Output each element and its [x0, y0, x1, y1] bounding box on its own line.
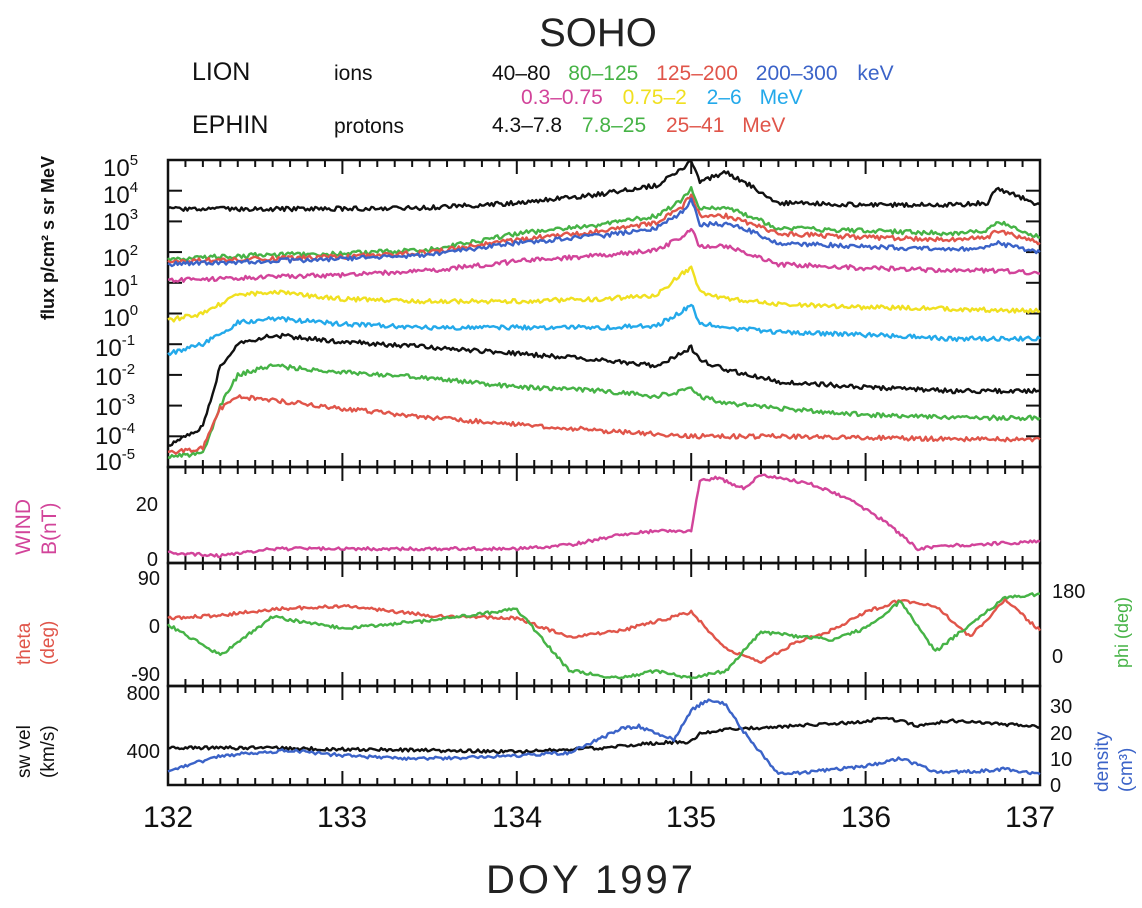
x-tick-label: 135 — [666, 801, 716, 834]
data-series — [167, 159, 1042, 776]
legend-entry-7.8-25: 7.8–25 — [582, 114, 646, 137]
theta-tick-label: 90 — [138, 568, 160, 590]
legend-unit-mev-lion: MeV — [760, 86, 803, 109]
legend-lion-kev: 40–80 80–125 125–200 200–300 keV — [492, 62, 894, 85]
legend-entry-4.3-7.8: 4.3–7.8 — [492, 114, 562, 137]
series-line — [167, 592, 1041, 680]
series-line — [167, 227, 1041, 283]
legend-entry-25-41: 25–41 — [666, 114, 724, 137]
theta-label: theta — [14, 622, 35, 665]
x-tick-label: 137 — [1005, 801, 1055, 834]
phi-y-tick-labels: 180 0 — [1052, 581, 1085, 668]
series-line — [167, 394, 1041, 455]
axis-ticks — [167, 159, 1041, 785]
flux-tick-label: 104 — [103, 179, 138, 209]
phi-tick-label: 0 — [1052, 646, 1063, 668]
wind-y-tick-labels: 20 0 — [136, 494, 158, 571]
legend-lion-kind: ions — [334, 62, 373, 85]
sw-vel-unit-label: (km/s) — [38, 725, 59, 778]
series-line — [167, 159, 1041, 213]
legend-entry-0.75-2: 0.75–2 — [623, 86, 687, 109]
theta-tick-label: -90 — [131, 664, 160, 686]
flux-y-tick-labels: 105 104 103 102 101 100 10-1 10-2 10-3 1… — [95, 152, 138, 476]
theta-tick-label: 0 — [149, 616, 160, 638]
flux-ylabel: flux p/cm² s sr MeV — [38, 156, 58, 320]
legend-ephin-kind: protons — [334, 115, 404, 138]
wind-b-label: B(nT) — [38, 503, 61, 556]
flux-tick-label: 10-3 — [95, 391, 135, 421]
legend-entry-80-125: 80–125 — [568, 62, 638, 85]
series-line — [167, 363, 1041, 459]
vel-y-tick-labels: 800 400 — [127, 683, 160, 763]
series-line — [167, 698, 1041, 776]
flux-tick-label: 100 — [103, 302, 138, 332]
x-tick-label: 134 — [492, 801, 542, 834]
density-tick-label: 0 — [1050, 775, 1061, 797]
density-tick-label: 10 — [1050, 749, 1072, 771]
flux-tick-label: 102 — [103, 242, 138, 272]
series-line — [167, 473, 1041, 559]
x-axis-label: DOY 1997 — [486, 858, 696, 902]
legend-entry-40-80: 40–80 — [492, 62, 550, 85]
flux-tick-label: 10-1 — [95, 332, 135, 362]
vel-tick-label: 800 — [127, 683, 160, 705]
x-tick-label: 136 — [841, 801, 891, 834]
series-line — [167, 597, 1042, 664]
density-tick-label: 20 — [1050, 723, 1072, 745]
x-tick-label: 132 — [143, 801, 193, 834]
phi-tick-label: 180 — [1052, 581, 1085, 603]
density-tick-label: 30 — [1050, 696, 1072, 718]
flux-tick-label: 10-2 — [95, 361, 135, 391]
legend-lion-label: LION — [192, 58, 250, 86]
theta-unit-label: (deg) — [38, 621, 59, 665]
legend-ephin-label: EPHIN — [192, 111, 268, 139]
x-tick-labels: 132 133 134 135 136 137 — [143, 801, 1055, 834]
angles-panel-frame — [166, 561, 1042, 688]
flux-tick-label: 103 — [103, 206, 138, 236]
theta-y-tick-labels: 90 0 -90 — [131, 568, 160, 686]
sw-vel-label: sw vel — [14, 725, 35, 778]
density-label: density — [1092, 731, 1113, 792]
series-line — [167, 197, 1041, 268]
phi-label: phi (deg) — [1112, 597, 1132, 668]
series-line — [167, 716, 1041, 755]
chart-title: SOHO — [539, 11, 657, 55]
legend: LION ions 40–80 80–125 125–200 200–300 k… — [192, 58, 894, 139]
flux-tick-label: 105 — [103, 152, 138, 182]
series-line — [167, 303, 1041, 357]
wind-tick-label: 0 — [147, 549, 158, 571]
series-line — [167, 185, 1041, 262]
density-y-tick-labels: 30 20 10 0 — [1050, 696, 1072, 797]
flux-tick-label: 101 — [103, 272, 138, 302]
legend-ephin: 4.3–7.8 7.8–25 25–41 MeV — [492, 114, 785, 137]
sw-panel-frame — [166, 684, 1042, 787]
legend-entry-125-200: 125–200 — [656, 62, 738, 85]
legend-entry-200-300: 200–300 — [756, 62, 838, 85]
wind-label: WIND — [12, 499, 35, 555]
series-line — [167, 332, 1041, 447]
flux-tick-label: 10-5 — [95, 446, 135, 476]
vel-tick-label: 400 — [127, 741, 160, 763]
legend-entry-2-6: 2–6 — [707, 86, 742, 109]
density-unit-label: (cm³) — [1116, 748, 1137, 792]
wind-tick-label: 20 — [136, 494, 158, 516]
legend-lion-mev: 0.3–0.75 0.75–2 2–6 MeV — [521, 86, 803, 109]
series-line — [167, 265, 1041, 323]
legend-unit-kev: keV — [857, 62, 893, 85]
legend-entry-0.3-0.75: 0.3–0.75 — [521, 86, 603, 109]
legend-unit-mev-ephin: MeV — [742, 114, 785, 137]
x-tick-label: 133 — [317, 801, 367, 834]
